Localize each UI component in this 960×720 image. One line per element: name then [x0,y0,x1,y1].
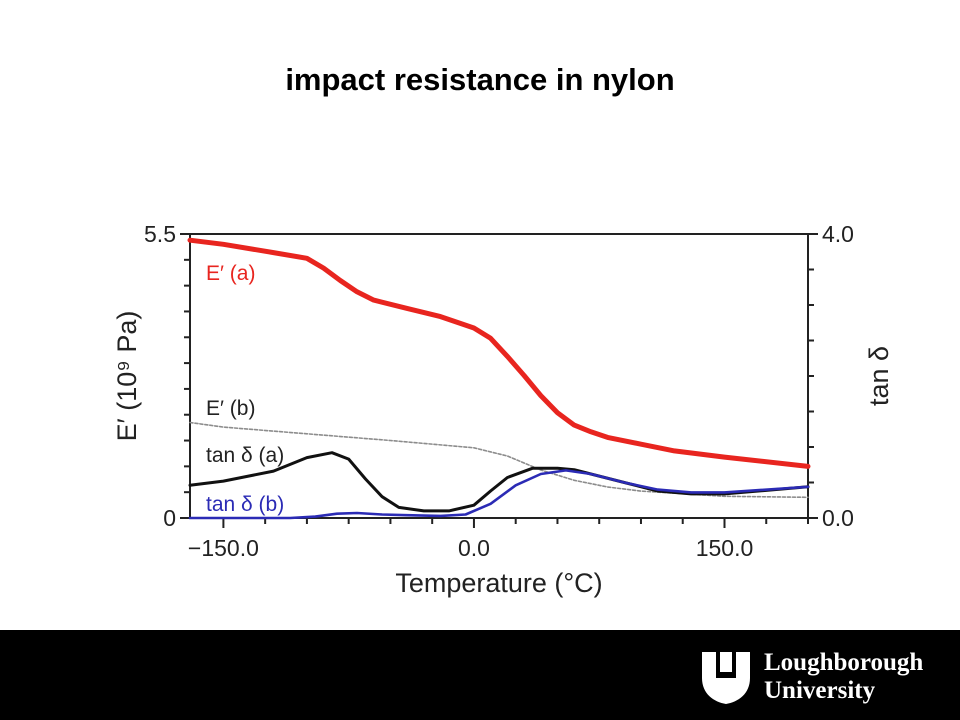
x-tick-label: −150.0 [188,535,259,561]
y-left-axis-label: E′ (10⁹ Pa) [112,311,142,442]
y-right-tick-label: 0.0 [822,505,854,531]
series-annotation: E′ (a) [206,262,255,285]
chart-labels: −150.0 0.0 150.0 0 5.5 0.0 4.0 Temperature (°C)… [112,221,894,598]
series-line-1 [189,421,809,499]
dma-chart: −150.0 0.0 150.0 0 5.5 0.0 4.0 Temperature (°C)… [112,221,894,598]
y-right-axis-label: tan δ [864,346,894,406]
series-line-0 [187,237,811,469]
university-logo: Loughborough University [702,646,942,708]
plot-frame [189,233,809,519]
y-left-tick-label: 0 [163,505,176,531]
chart-series [187,237,811,520]
chart-axes [180,233,818,528]
x-tick-label: 150.0 [696,535,754,561]
x-axis-label: Temperature (°C) [395,568,602,598]
logo-line-2: University [764,677,876,704]
slide-title: impact resistance in nylon [285,62,675,97]
series-annotation: E′ (b) [206,397,255,420]
series-annotation: tan δ (a) [206,444,284,467]
y-right-tick-label: 4.0 [822,221,854,247]
series-line-3 [188,469,810,520]
x-tick-label: 0.0 [458,535,490,561]
y-left-tick-label: 5.5 [144,221,176,247]
series-annotation: tan δ (b) [206,493,284,516]
logo-line-1: Loughborough [764,649,924,676]
footer-band [0,630,960,720]
university-crest-icon [702,652,750,704]
